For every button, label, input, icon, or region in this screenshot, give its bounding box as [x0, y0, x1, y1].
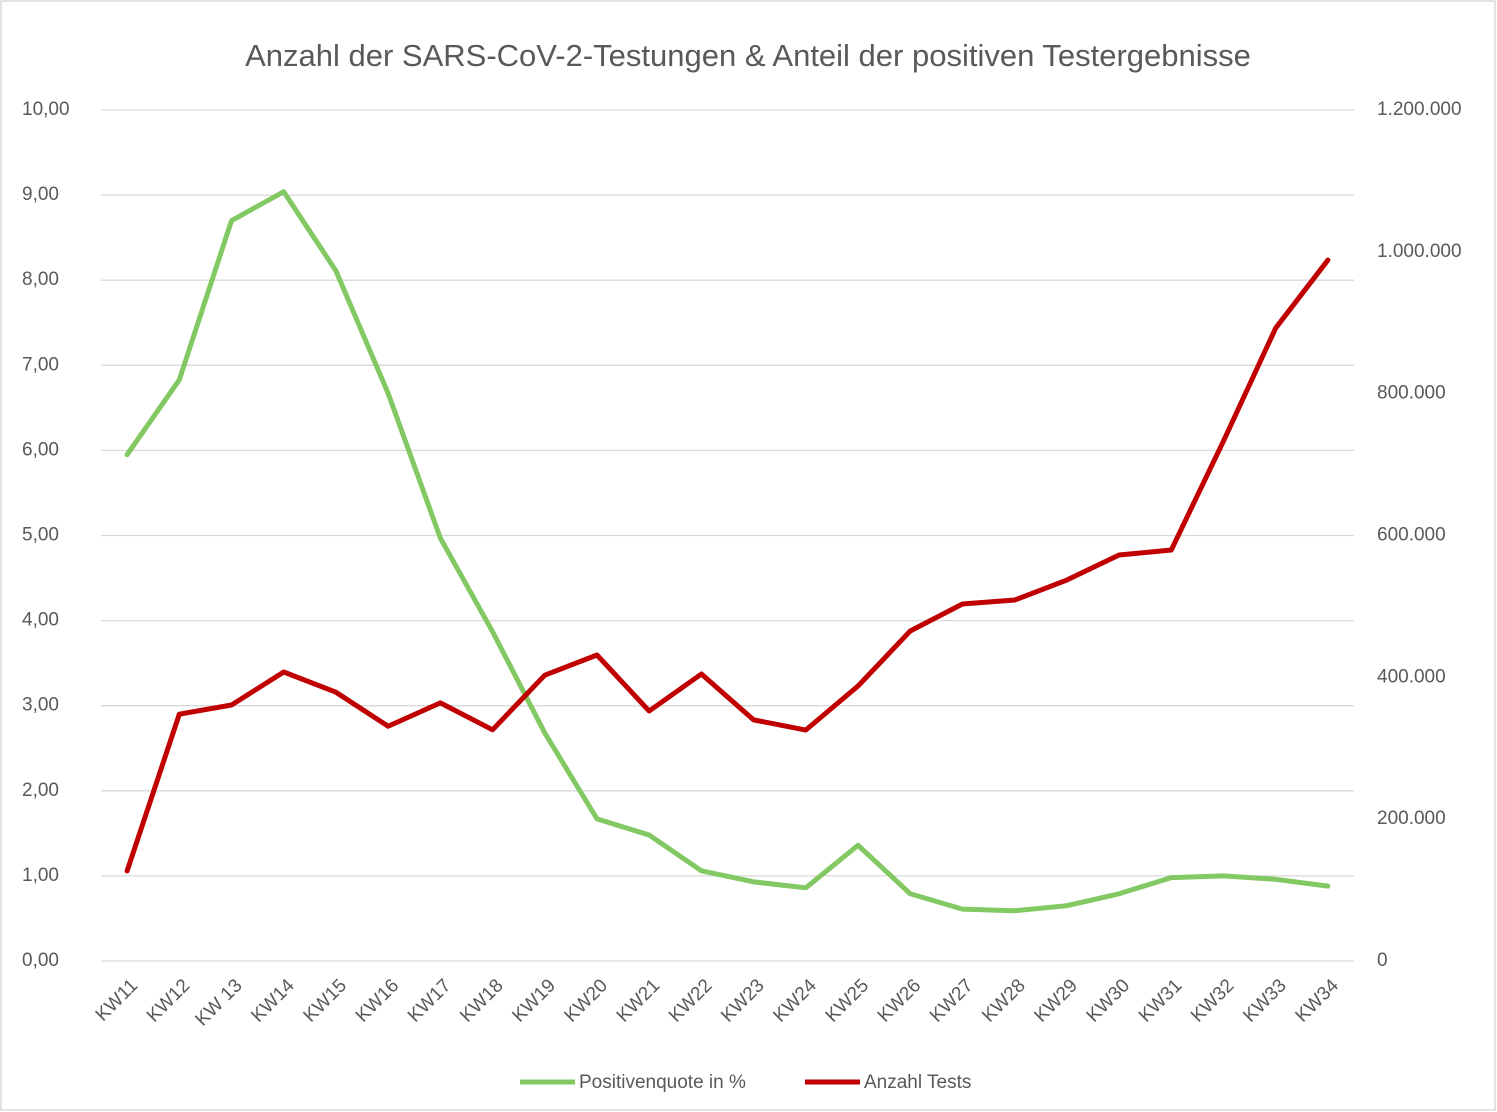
y2-tick-label: 1.200.000 [1377, 99, 1462, 120]
data-line [124, 189, 1331, 914]
y-tick-label: 7,00 [22, 354, 59, 375]
legend-label: Anzahl Tests [864, 1072, 971, 1093]
y2-tick-label: 800.000 [1377, 383, 1446, 404]
data-line [124, 257, 1331, 874]
chart-title: Anzahl der SARS-CoV-2-Testungen & Anteil… [245, 38, 1251, 73]
y-tick-label: 3,00 [22, 695, 59, 716]
y-tick-label: 0,00 [22, 950, 59, 971]
y-tick-label: 5,00 [22, 525, 59, 546]
y-tick-label: 10,00 [22, 99, 70, 120]
legend-label: Positivenquote in % [579, 1072, 746, 1093]
y-tick-label: 6,00 [22, 439, 59, 460]
y2-tick-label: 400.000 [1377, 666, 1446, 687]
y2-tick-label: 600.000 [1377, 525, 1446, 546]
y-tick-label: 4,00 [22, 610, 59, 631]
y-tick-label: 8,00 [22, 269, 59, 290]
y2-tick-label: 1.000.000 [1377, 241, 1462, 262]
y2-tick-label: 0 [1377, 950, 1388, 971]
y2-tick-label: 200.000 [1377, 808, 1446, 829]
y-tick-label: 9,00 [22, 184, 59, 205]
y-tick-label: 1,00 [22, 865, 59, 886]
y-tick-label: 2,00 [22, 780, 59, 801]
